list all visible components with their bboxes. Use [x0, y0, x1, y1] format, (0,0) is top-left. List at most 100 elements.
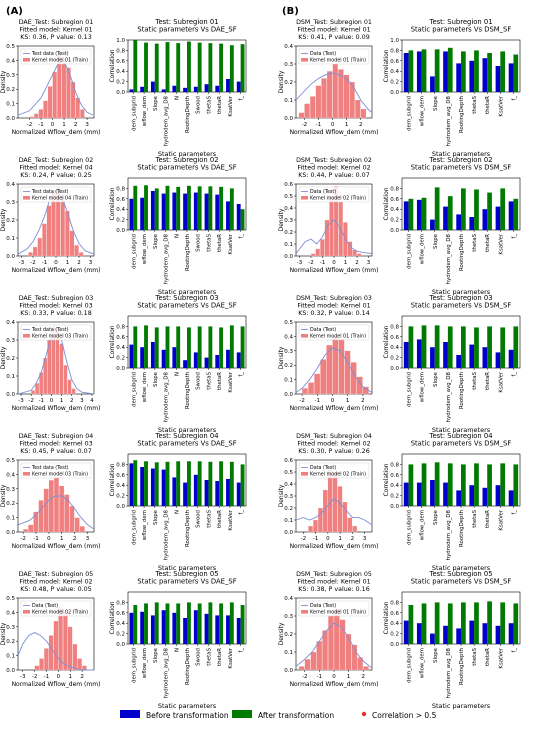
bar-after: [154, 188, 159, 230]
histogram-bar: [310, 651, 317, 671]
y-tick-label: 0.4: [390, 207, 399, 213]
histogram-bar: [69, 230, 75, 257]
x-tick-label: KsatVer: [228, 371, 234, 392]
histogram-bar: [39, 658, 44, 671]
x-tick-label: 1: [66, 260, 70, 266]
chart-title-line: Static parameters Vs DAE_SF: [137, 26, 236, 34]
y-tick-label: 0.4: [284, 334, 293, 340]
y-tick-label: 0.4: [6, 320, 15, 326]
bar-before: [508, 201, 514, 230]
bar-after: [208, 602, 213, 644]
x-tick-label: N: [174, 96, 180, 100]
y-tick-label: 0.1: [6, 102, 15, 108]
bar-before: [150, 468, 155, 506]
y-tick-label: 0.4: [390, 621, 399, 627]
histogram-bar: [315, 248, 320, 257]
bar-before: [161, 349, 166, 368]
x-tick-label: dem_subgrid: [407, 372, 413, 407]
x-tick-label: wflow_dem: [420, 96, 426, 126]
bar-before: [508, 490, 514, 506]
bar-after: [434, 49, 440, 92]
chart-title-line: Static parameters Vs DAE_SF: [137, 302, 236, 310]
bar-before: [430, 633, 435, 644]
histogram-bar: [29, 116, 34, 119]
y-tick-label: 0.2: [6, 87, 15, 93]
y-tick-label: 0.2: [390, 80, 399, 86]
histogram-bar: [308, 525, 313, 533]
histogram-bar: [78, 252, 84, 257]
inner-legend-label: Test data (Test): [31, 189, 69, 195]
inner-legend-patch-swatch: [301, 610, 308, 614]
x-tick-label: thetaS: [206, 233, 212, 251]
chart-title-line: DAE_Test: Subregion 05: [19, 571, 94, 578]
y-tick-label: 0.4: [390, 69, 399, 75]
bar-before: [443, 342, 448, 368]
kde-line: [295, 72, 373, 113]
y-tick-label: 0.6: [116, 197, 125, 203]
bar-before: [403, 482, 409, 506]
x-tick-label: 2: [73, 536, 77, 542]
bar-before: [215, 355, 220, 368]
x-tick-label: 1: [62, 122, 66, 128]
histogram-bar: [313, 519, 318, 533]
x-axis-label: Normalized Wflow_dem (mm): [12, 681, 101, 688]
x-tick-label: Slope: [153, 371, 159, 387]
y-axis-label: Density: [0, 70, 7, 93]
x-tick-label: f_: [239, 510, 245, 515]
x-tick-label: thetaR: [217, 648, 223, 666]
figure-legend: Before transformation After transformati…: [120, 710, 437, 720]
chart-title-line: Test: Subregion 01: [154, 18, 218, 26]
x-tick-label: Slope: [433, 647, 439, 663]
y-tick-label: 0.4: [390, 483, 399, 489]
x-tick-label: Swood: [196, 648, 202, 666]
x-tick-label: N: [174, 372, 180, 376]
bar-after: [447, 326, 453, 368]
bar-after: [447, 463, 453, 506]
chart-title-line: Test: Subregion 03: [428, 294, 492, 302]
bar-after: [144, 325, 148, 368]
bar-after: [176, 43, 181, 92]
bar-after: [187, 602, 191, 644]
x-tick-label: Slope: [153, 647, 159, 663]
bar-after: [434, 187, 440, 230]
x-tick-label: KsatVer: [498, 233, 504, 254]
inner-legend-patch-swatch: [301, 58, 308, 62]
x-tick-label: thetaR: [217, 234, 223, 252]
histogram-bar: [304, 659, 311, 671]
y-tick-label: 0.2: [116, 218, 125, 224]
chart-title-line: Fitted model: Kernel 01: [297, 579, 370, 586]
bar-before: [172, 347, 177, 368]
y-tick-label: 0.6: [390, 335, 399, 341]
y-tick-label: 0.2: [390, 494, 399, 500]
x-tick-label: 1: [69, 674, 73, 680]
histogram-bar: [332, 471, 338, 533]
bar-before: [140, 197, 145, 230]
bar-after: [421, 325, 427, 368]
bar-after: [154, 327, 159, 368]
bar-before: [430, 480, 435, 506]
chart-title-line: Test: Subregion 05: [428, 570, 492, 578]
x-tick-label: dem_subgrid: [131, 234, 137, 269]
bar-after: [408, 326, 414, 368]
inner-legend-box: [298, 462, 370, 479]
bar-before: [469, 344, 475, 368]
bar-after: [461, 602, 466, 644]
y-tick-label: 0.3: [6, 73, 15, 79]
bar-after: [229, 602, 234, 644]
y-axis-label: Correlation: [383, 601, 390, 634]
bar-after: [474, 327, 479, 368]
x-tick-label: RootingDepth: [459, 372, 465, 409]
y-tick-label: 0.5: [6, 596, 15, 602]
histogram-bar: [316, 641, 323, 671]
y-tick-label: 0.1: [284, 650, 293, 656]
x-tick-label: thetaS: [472, 371, 478, 389]
bar-before: [416, 199, 422, 230]
x-tick-label: -1: [42, 260, 47, 266]
histogram-bar: [310, 253, 316, 257]
bar-before: [443, 51, 448, 92]
histogram-bar: [332, 336, 339, 395]
chart-title-line: KS: 0.32, P value: 0.14: [298, 310, 369, 317]
histogram-bar: [23, 529, 29, 533]
